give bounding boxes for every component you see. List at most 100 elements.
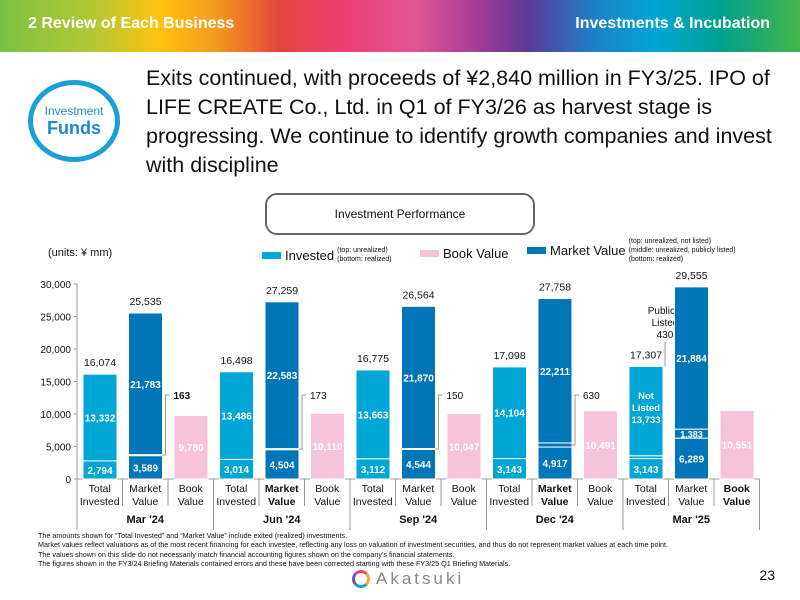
invested-realized-label: 3,143 [497,465,522,476]
category-label: Book [452,483,477,495]
invested-unrealized-label: 13,332 [85,414,116,425]
page-number: 23 [759,567,775,583]
footnote: The amounts shown for “Total Invested” a… [38,531,348,540]
market-realized-bar [401,448,436,480]
invested-realized-label: 3,014 [224,465,249,476]
invested-unrealized-label: Listed [632,403,660,414]
period-label: Dec '24 [536,514,575,526]
market-listed-callout: 630 [583,391,600,402]
footnote: The figures shown in the FY3/24 Briefing… [38,558,511,568]
footnote: The values shown on this slide do not ne… [38,549,455,559]
y-tick-label: 25,000 [40,313,71,324]
legend-market-label: Market Value [550,243,626,258]
investment-funds-badge: Investment Funds [28,80,120,162]
footnotes: The amounts shown for “Total Invested” a… [38,531,668,568]
market-unlisted-label: 22,211 [540,367,570,378]
category-label: Value [587,496,613,508]
category-label: Total [498,483,520,495]
invested-unrealized-bar [355,369,391,460]
market-realized-label: 6,289 [679,455,704,466]
market-unlisted-label: 22,583 [267,371,298,382]
category-label: Market [402,483,434,495]
market-swatch [527,247,546,254]
market-unlisted-label: 21,884 [676,354,707,365]
market-realized-label: 4,917 [542,459,567,470]
market-listed-label: 1,383 [680,430,703,440]
market-unlisted-bar [401,305,436,449]
market-realized-label: 4,544 [406,460,431,471]
invested-realized-label: 3,143 [633,465,658,476]
badge-line1: Investment [44,103,104,118]
market-realized-label: 4,504 [269,460,294,471]
category-label: Invested [353,496,393,508]
period-label: Sep '24 [399,514,438,526]
category-label: Value [723,496,751,508]
market-unlisted-bar [537,298,573,444]
book-value-bar [719,409,755,480]
category-label: Market [265,483,299,495]
legend-book-label: Book Value [443,246,509,261]
book-value-bar [583,410,618,480]
invested-total-label: 16,775 [357,353,389,365]
note-line: (middle: unrealized, publicly listed) [628,247,736,254]
category-label: Total [89,483,111,495]
category-label: Total [635,483,657,495]
legend-market: Market Value (top: unrealized, not liste… [527,237,736,264]
y-tick-label: 20,000 [40,345,71,356]
market-unlisted-label: 21,783 [130,380,161,391]
invested-unrealized-bar [82,373,118,462]
category-label: Value [451,496,477,508]
invested-total-label: 17,098 [493,350,525,362]
book-value-label: 10,047 [449,442,480,453]
category-label: Book [315,483,340,495]
akatsuki-logo: Akatsuki [352,569,464,589]
logo-text: Akatsuki [376,569,465,588]
market-realized-bar [537,446,573,480]
units-label: (units: ¥ mm) [48,247,113,259]
period-label: Mar '25 [673,514,710,526]
category-label: Book [724,483,750,495]
invested-total-label: 16,498 [220,355,252,367]
invested-realized-label: 3,112 [361,465,386,476]
market-total-label: 29,555 [675,270,707,282]
category-label: Invested [216,496,256,508]
header-band: 2 Review of Each Business Investments & … [0,0,800,52]
book-value-bar [310,412,345,480]
invested-unrealized-bar [492,366,527,460]
invested-swatch [262,251,281,259]
invested-total-label: 16,074 [84,357,116,369]
category-label: Value [132,496,158,508]
book-value-label: 9,780 [178,443,203,454]
category-label: Market [129,483,161,495]
category-label: Book [588,483,613,495]
book-value-label: 10,491 [585,441,616,452]
category-label: Market [675,483,707,495]
book-swatch [420,250,439,257]
callout-line [299,394,306,450]
market-total-label: 26,564 [402,289,434,301]
market-listed-callout: 163 [174,391,191,402]
book-value-bar [173,414,209,480]
invested-unrealized-label: Not [638,391,655,402]
y-tick-label: 30,000 [40,280,71,291]
logo-mark-icon [352,570,370,588]
market-realized-label: 3,589 [133,463,158,474]
invested-unrealized-label: 13,486 [221,412,252,423]
listed-callout-value: 430 [657,330,674,341]
category-label: Invested [80,496,120,508]
legend-invested: Invested (top: unrealized) (bottom: reali… [262,246,392,264]
category-label: Total [362,483,384,495]
book-value-bar [446,413,482,480]
invested-total-label: 17,307 [630,350,662,362]
category-label: Invested [489,496,529,508]
category-label: Value [541,496,569,508]
listed-callout-label: Listed [652,318,679,329]
invested-realized-label: 2,794 [87,466,112,477]
category-label: Invested [626,496,666,508]
badge-line2: Funds [47,117,101,138]
note-line: (top: unrealized) [337,247,388,254]
y-tick-label: 5,000 [46,443,71,454]
category-label: Value [678,496,704,508]
invested-unrealized-value: 13,733 [631,415,660,426]
